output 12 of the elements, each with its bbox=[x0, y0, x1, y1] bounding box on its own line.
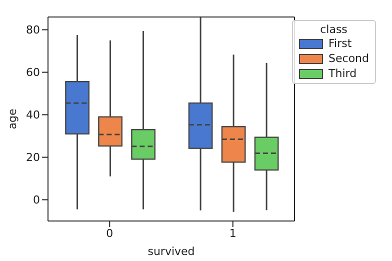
legend-label: First bbox=[328, 36, 352, 51]
y-tick-label: 40 bbox=[26, 108, 40, 122]
legend-label: Second bbox=[328, 51, 369, 66]
legend-label: Third bbox=[328, 66, 357, 81]
x-axis-title: survived bbox=[148, 245, 195, 258]
legend-title: class bbox=[319, 23, 348, 36]
y-tick-label: 0 bbox=[33, 194, 40, 207]
y-axis-title: age bbox=[6, 108, 19, 130]
x-tick-label: 1 bbox=[229, 226, 236, 240]
y-tick-label: 60 bbox=[26, 66, 40, 80]
y-tick-label: 80 bbox=[26, 24, 40, 37]
y-tick-label: 20 bbox=[26, 151, 40, 164]
